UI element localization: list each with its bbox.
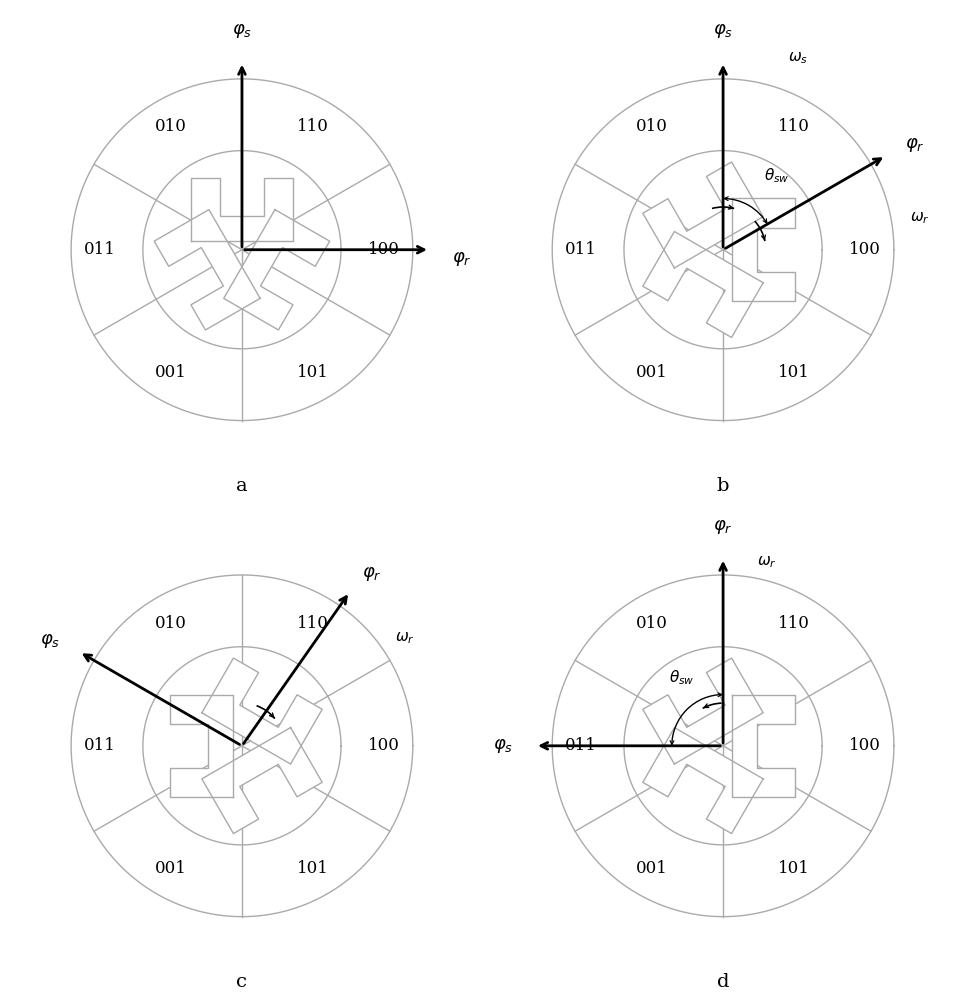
Text: $\omega_r$: $\omega_r$ — [395, 631, 414, 646]
Text: $\omega_r$: $\omega_r$ — [757, 554, 777, 570]
Polygon shape — [643, 162, 763, 268]
Text: 010: 010 — [155, 118, 187, 135]
Text: $\omega_r$: $\omega_r$ — [910, 210, 930, 226]
Text: b: b — [717, 477, 730, 495]
Text: 100: 100 — [849, 737, 881, 754]
Polygon shape — [202, 728, 322, 834]
Text: $\varphi_r$: $\varphi_r$ — [363, 565, 382, 583]
Text: 011: 011 — [84, 737, 116, 754]
Text: 101: 101 — [297, 860, 329, 877]
Text: 001: 001 — [636, 364, 668, 381]
Text: 101: 101 — [297, 364, 329, 381]
Text: $\varphi_r$: $\varphi_r$ — [905, 136, 924, 154]
Text: 011: 011 — [565, 241, 597, 258]
Text: $\theta_{sw}$: $\theta_{sw}$ — [763, 166, 789, 185]
Polygon shape — [643, 231, 763, 337]
Polygon shape — [643, 658, 763, 764]
Text: 100: 100 — [368, 241, 400, 258]
Text: 011: 011 — [84, 241, 116, 258]
Polygon shape — [731, 198, 795, 301]
Text: 110: 110 — [297, 118, 329, 135]
Text: $\varphi_r$: $\varphi_r$ — [713, 518, 732, 536]
Text: 010: 010 — [636, 118, 668, 135]
Text: $\omega_s$: $\omega_s$ — [788, 51, 808, 66]
Text: 001: 001 — [155, 860, 187, 877]
Text: 010: 010 — [155, 615, 187, 632]
Text: a: a — [236, 477, 248, 495]
Text: $\varphi_s$: $\varphi_s$ — [232, 22, 252, 40]
Text: $\varphi_s$: $\varphi_s$ — [493, 737, 513, 755]
Text: 011: 011 — [565, 737, 597, 754]
Text: 001: 001 — [155, 364, 187, 381]
Polygon shape — [643, 728, 763, 834]
Text: 010: 010 — [636, 615, 668, 632]
Polygon shape — [154, 210, 261, 330]
Text: 110: 110 — [297, 615, 329, 632]
Text: 001: 001 — [636, 860, 668, 877]
Text: 110: 110 — [778, 615, 810, 632]
Polygon shape — [191, 178, 293, 241]
Text: c: c — [236, 973, 247, 991]
Text: 101: 101 — [778, 860, 810, 877]
Text: 100: 100 — [849, 241, 881, 258]
Text: $\varphi_s$: $\varphi_s$ — [40, 632, 60, 650]
Text: $\varphi_s$: $\varphi_s$ — [713, 22, 733, 40]
Text: $\theta_{sw}$: $\theta_{sw}$ — [669, 668, 695, 687]
Text: d: d — [717, 973, 730, 991]
Text: 110: 110 — [778, 118, 810, 135]
Text: 101: 101 — [778, 364, 810, 381]
Polygon shape — [731, 695, 795, 797]
Text: $\varphi_r$: $\varphi_r$ — [452, 250, 472, 268]
Polygon shape — [202, 658, 322, 764]
Polygon shape — [224, 210, 330, 330]
Polygon shape — [170, 695, 234, 797]
Text: 100: 100 — [368, 737, 400, 754]
